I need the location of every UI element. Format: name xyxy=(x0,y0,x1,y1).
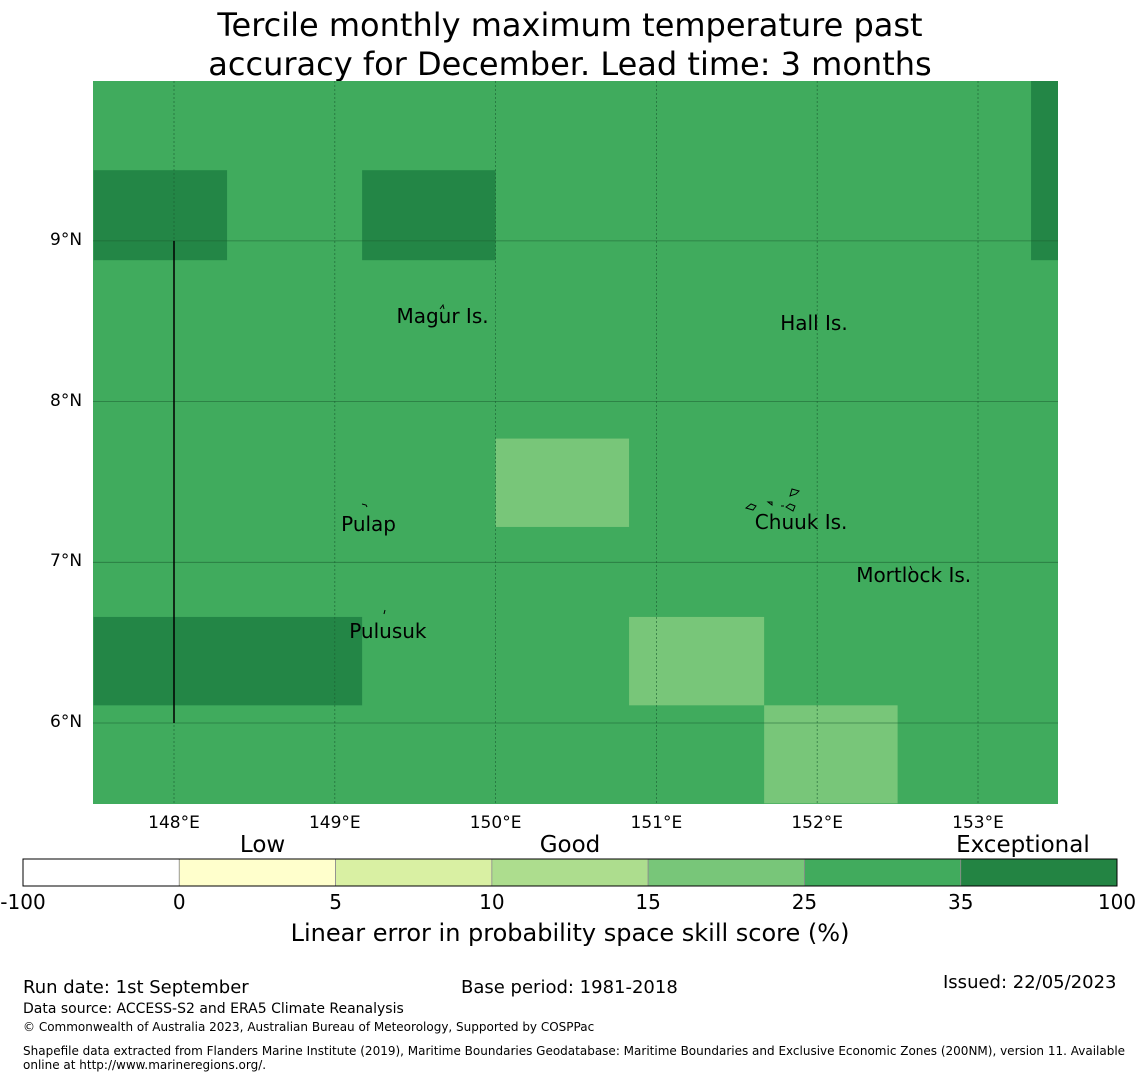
x-tick-label: 148°E xyxy=(148,813,200,833)
pulap-island-outline xyxy=(361,503,368,508)
colorbar-tick-label: -100 xyxy=(0,890,46,914)
run-date: Run date: 1st September xyxy=(23,977,249,998)
colorbar-tick-label: 15 xyxy=(635,890,661,914)
skill-cell-7 xyxy=(764,705,898,804)
colorbar-bin-35-to-100 xyxy=(960,858,1118,887)
colorbar-bin-25-to-35 xyxy=(804,858,962,887)
colorbar-bin-15-to-25 xyxy=(647,858,805,887)
shapefile-credit-line-2: online at http://www.marineregions.org/. xyxy=(23,1058,267,1072)
y-tick-label: 9°N xyxy=(50,229,83,250)
y-tick-label: 8°N xyxy=(50,390,83,411)
mortlock-island-outline xyxy=(909,565,913,571)
colorbar-category-label: Low xyxy=(239,832,286,858)
x-tick-label: 152°E xyxy=(791,813,844,833)
colorbar-category-label: Good xyxy=(539,832,601,858)
map-title-line-1: Tercile monthly maximum temperature past xyxy=(217,6,923,44)
place-label: Hall Is. xyxy=(780,310,848,335)
y-tick-label: 7°N xyxy=(50,551,83,572)
place-label: Magur Is. xyxy=(396,304,489,329)
place-label: Pulap xyxy=(341,511,397,536)
x-tick-label: 153°E xyxy=(952,813,1004,833)
issued-date: Issued: 22/05/2023 xyxy=(943,972,1117,993)
chuuk-island-outline xyxy=(744,488,800,512)
colorbar-bin-10-to-15 xyxy=(491,858,649,887)
colorbar-tick-label: 25 xyxy=(791,890,818,914)
pulusuk-island-outline xyxy=(383,609,386,615)
shapefile-credit-line-1: Shapefile data extracted from Flanders M… xyxy=(23,1044,1126,1058)
skill-cell-2 xyxy=(362,170,496,261)
map-title-line-2: accuracy for December. Lead time: 3 mont… xyxy=(208,45,932,83)
base-period: Base period: 1981-2018 xyxy=(461,977,678,998)
place-label: Pulusuk xyxy=(349,619,427,644)
colorbar-tick-label: 100 xyxy=(1097,890,1137,914)
y-tick-label: 6°N xyxy=(50,712,83,732)
colorbar-tick-label: 5 xyxy=(329,890,342,914)
map-plot-area xyxy=(93,81,1058,804)
colorbar-outline xyxy=(22,858,1118,887)
colorbar-tick-label: 0 xyxy=(172,890,186,914)
magur-island-outline xyxy=(439,303,445,310)
skill-cell-4 xyxy=(495,438,630,527)
colorbar-tick-label: 10 xyxy=(479,890,505,914)
colorbar-bin--100-to-0 xyxy=(22,858,180,887)
colorbar-category-label: Exceptional xyxy=(956,832,1090,858)
copyright-notice: © Commonwealth of Australia 2023, Austra… xyxy=(23,1020,595,1034)
skill-cell-5 xyxy=(93,616,363,706)
x-tick-label: 149°E xyxy=(308,813,361,833)
skill-cell-6 xyxy=(629,616,765,706)
data-source: Data source: ACCESS-S2 and ERA5 Climate … xyxy=(23,1001,404,1017)
place-label: Chuuk Is. xyxy=(754,510,848,535)
colorbar-label: Linear error in probability space skill … xyxy=(290,919,850,947)
colorbar-bin-0-to-5 xyxy=(178,858,336,887)
skill-cell-1 xyxy=(93,170,228,261)
colorbar xyxy=(22,858,1118,887)
place-label: Mortlock Is. xyxy=(856,563,972,588)
skill-cell-3 xyxy=(1031,81,1058,261)
colorbar-bin-5-to-10 xyxy=(335,858,493,887)
x-tick-label: 151°E xyxy=(630,813,683,833)
colorbar-tick-label: 35 xyxy=(947,890,974,914)
x-tick-label: 150°E xyxy=(469,813,522,833)
